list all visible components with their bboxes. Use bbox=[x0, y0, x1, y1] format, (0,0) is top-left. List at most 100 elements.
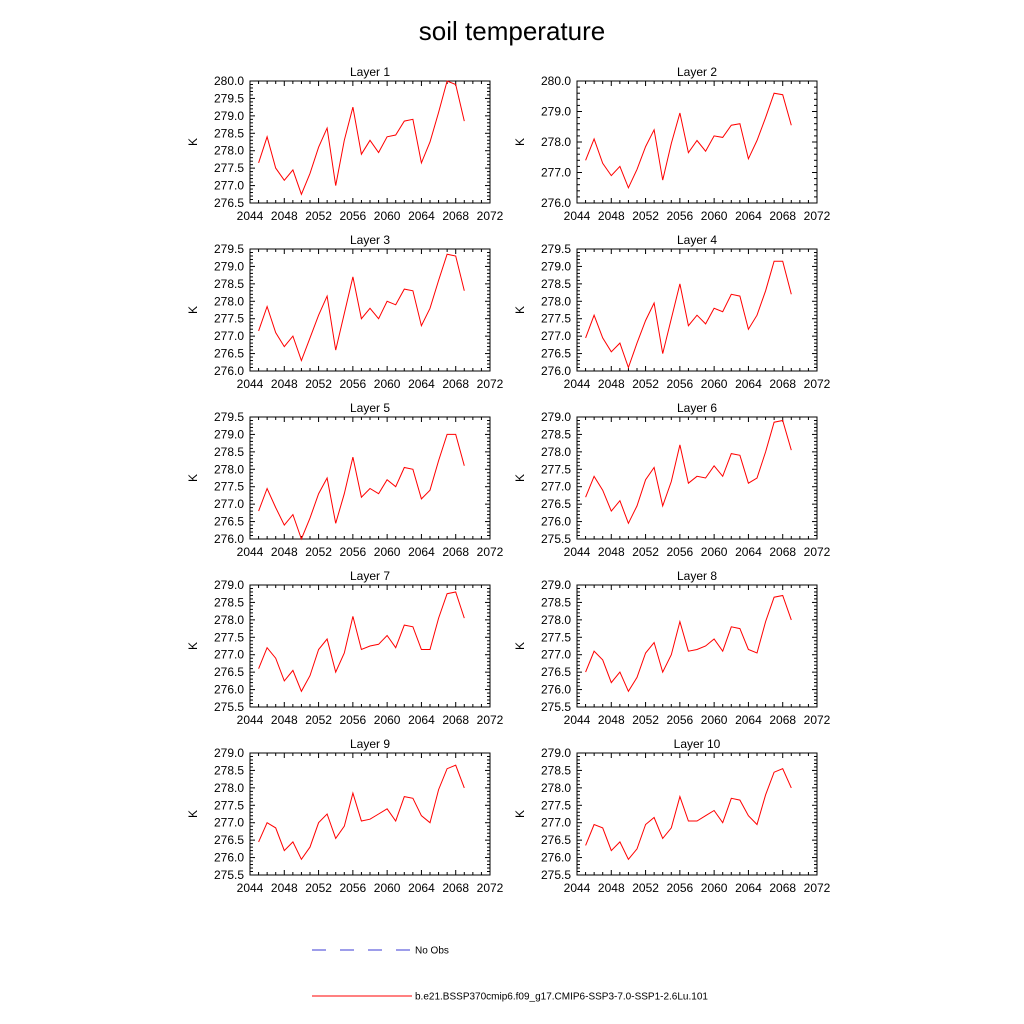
series-line bbox=[585, 419, 792, 525]
panel-title: Layer 1 bbox=[350, 65, 390, 79]
x-tick-label: 2056 bbox=[667, 545, 694, 559]
y-tick-label: 277.5 bbox=[214, 312, 244, 326]
series-line bbox=[258, 591, 465, 693]
x-tick-label: 2060 bbox=[374, 377, 401, 391]
series-line bbox=[258, 80, 465, 196]
plot-frame bbox=[576, 80, 818, 204]
panel-title: Layer 5 bbox=[350, 401, 390, 415]
plot-frame bbox=[249, 416, 491, 540]
y-tick-label: 279.0 bbox=[214, 746, 244, 760]
x-tick-label: 2068 bbox=[769, 377, 796, 391]
x-tick-label: 2056 bbox=[667, 881, 694, 895]
x-tick-label: 2048 bbox=[271, 209, 298, 223]
y-tick-label: 276.5 bbox=[214, 515, 244, 529]
y-tick-label: 279.5 bbox=[541, 242, 571, 256]
x-tick-label: 2064 bbox=[735, 713, 762, 727]
y-tick-label: 277.5 bbox=[541, 798, 571, 812]
panel-title: Layer 4 bbox=[677, 233, 717, 247]
plot-frame bbox=[249, 80, 491, 204]
x-tick-label: 2064 bbox=[735, 209, 762, 223]
legend: No Obs b.e21.BSSP370cmip6.f09_g17.CMIP6-… bbox=[312, 946, 708, 1003]
plot-frame bbox=[249, 752, 491, 876]
x-tick-label: 2072 bbox=[804, 377, 831, 391]
y-tick-label: 280.0 bbox=[541, 74, 571, 88]
x-tick-label: 2060 bbox=[701, 545, 728, 559]
x-tick-label: 2072 bbox=[804, 881, 831, 895]
y-tick-label: 279.5 bbox=[214, 91, 244, 105]
y-tick-label: 277.5 bbox=[541, 312, 571, 326]
panel-layer-9: Layer 9 K 2044 2048 2052 2056 2060 2064 2068 2072… bbox=[186, 737, 504, 895]
x-tick-label: 2052 bbox=[632, 209, 659, 223]
y-tick-label: 277.0 bbox=[214, 497, 244, 511]
x-tick-label: 2072 bbox=[804, 545, 831, 559]
x-tick-label: 2060 bbox=[701, 881, 728, 895]
y-tick-label: 278.5 bbox=[541, 427, 571, 441]
y-tick-label: 279.0 bbox=[214, 109, 244, 123]
y-tick-label: 277.5 bbox=[214, 480, 244, 494]
panel-title: Layer 2 bbox=[677, 65, 717, 79]
x-tick-label: 2056 bbox=[340, 377, 367, 391]
y-tick-label: 277.5 bbox=[214, 630, 244, 644]
y-axis-label: K bbox=[186, 810, 200, 818]
series-line bbox=[585, 594, 792, 693]
y-tick-label: 276.5 bbox=[541, 833, 571, 847]
x-tick-label: 2048 bbox=[598, 377, 625, 391]
x-tick-label: 2044 bbox=[564, 713, 591, 727]
x-tick-label: 2048 bbox=[271, 377, 298, 391]
legend-label-model: b.e21.BSSP370cmip6.f09_g17.CMIP6-SSP3-7.… bbox=[415, 992, 708, 1003]
y-tick-label: 279.0 bbox=[541, 105, 571, 119]
x-tick-label: 2056 bbox=[667, 377, 694, 391]
y-tick-label: 276.0 bbox=[541, 851, 571, 865]
plot-frame bbox=[576, 416, 818, 540]
y-axis-label: K bbox=[513, 642, 527, 650]
y-tick-label: 276.0 bbox=[214, 851, 244, 865]
y-axis-label: K bbox=[513, 138, 527, 146]
x-tick-label: 2064 bbox=[408, 209, 435, 223]
y-tick-label: 277.5 bbox=[214, 798, 244, 812]
y-tick-label: 275.5 bbox=[541, 532, 571, 546]
y-tick-label: 278.0 bbox=[214, 144, 244, 158]
y-tick-label: 277.0 bbox=[214, 179, 244, 193]
y-tick-label: 276.5 bbox=[214, 665, 244, 679]
y-axis-label: K bbox=[186, 306, 200, 314]
y-tick-label: 279.0 bbox=[541, 259, 571, 273]
y-axis-label: K bbox=[186, 474, 200, 482]
panel-layer-2: Layer 2 K 2044 2048 2052 2056 2060 2064 2068 2072… bbox=[513, 65, 831, 223]
y-tick-label: 279.0 bbox=[541, 578, 571, 592]
x-tick-label: 2072 bbox=[477, 377, 504, 391]
y-tick-label: 277.5 bbox=[541, 462, 571, 476]
panel-title: Layer 7 bbox=[350, 569, 390, 583]
x-tick-label: 2064 bbox=[408, 377, 435, 391]
y-tick-label: 277.0 bbox=[541, 816, 571, 830]
panel-layer-6: Layer 6 K 2044 2048 2052 2056 2060 2064 2068 2072… bbox=[513, 401, 831, 559]
x-tick-label: 2048 bbox=[271, 713, 298, 727]
x-tick-label: 2048 bbox=[598, 713, 625, 727]
x-tick-label: 2060 bbox=[374, 713, 401, 727]
x-tick-label: 2068 bbox=[442, 209, 469, 223]
y-tick-label: 277.5 bbox=[214, 161, 244, 175]
x-tick-label: 2064 bbox=[735, 881, 762, 895]
y-tick-label: 276.0 bbox=[214, 532, 244, 546]
y-axis-label: K bbox=[513, 810, 527, 818]
x-tick-label: 2072 bbox=[804, 713, 831, 727]
x-tick-label: 2072 bbox=[477, 881, 504, 895]
y-tick-label: 275.5 bbox=[541, 868, 571, 882]
x-tick-label: 2048 bbox=[598, 545, 625, 559]
panel-title: Layer 8 bbox=[677, 569, 717, 583]
y-tick-label: 277.5 bbox=[541, 630, 571, 644]
y-tick-label: 276.0 bbox=[214, 364, 244, 378]
x-tick-label: 2056 bbox=[340, 881, 367, 895]
panel-layer-1: Layer 1 K 2044 2048 2052 2056 2060 2064 2068 2072… bbox=[186, 65, 504, 223]
x-tick-label: 2072 bbox=[477, 545, 504, 559]
x-tick-label: 2060 bbox=[374, 545, 401, 559]
panel-layer-3: Layer 3 K 2044 2048 2052 2056 2060 2064 2068 2072… bbox=[186, 233, 504, 391]
series-line bbox=[585, 92, 792, 190]
y-tick-label: 278.0 bbox=[214, 462, 244, 476]
x-tick-label: 2072 bbox=[477, 713, 504, 727]
y-tick-label: 279.5 bbox=[214, 242, 244, 256]
panel-title: Layer 6 bbox=[677, 401, 717, 415]
x-tick-label: 2064 bbox=[408, 881, 435, 895]
x-tick-label: 2068 bbox=[769, 881, 796, 895]
x-tick-label: 2064 bbox=[735, 377, 762, 391]
x-tick-label: 2060 bbox=[374, 209, 401, 223]
